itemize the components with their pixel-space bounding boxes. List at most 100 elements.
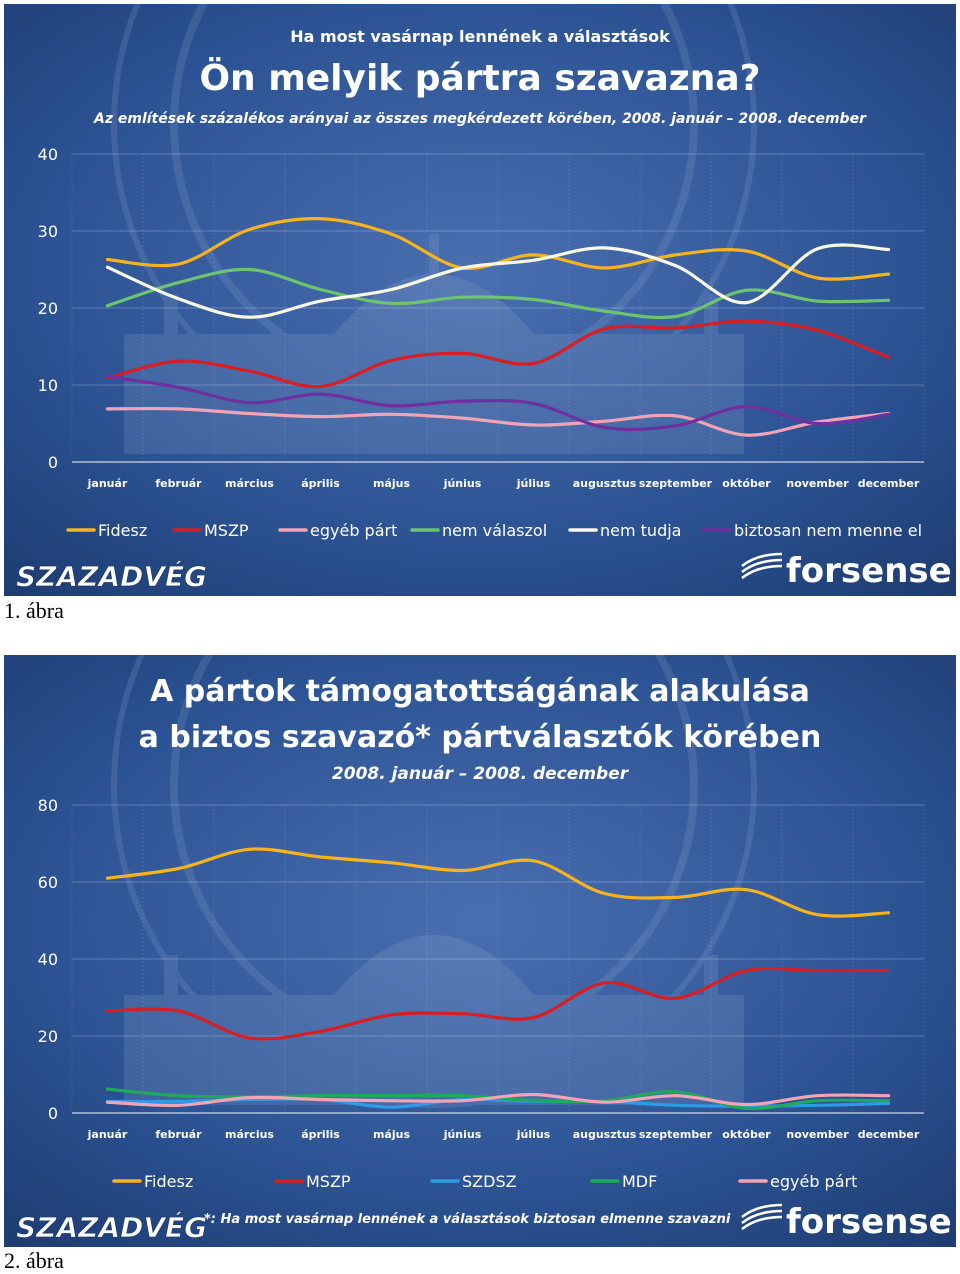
data-point xyxy=(461,1012,464,1016)
series-line-1 xyxy=(105,966,891,1041)
data-point xyxy=(532,298,535,302)
data-point xyxy=(887,1101,890,1105)
data-point xyxy=(106,304,109,308)
y-tick-label: 40 xyxy=(38,950,58,969)
data-point xyxy=(177,1094,180,1098)
data-point xyxy=(674,895,677,899)
data-point xyxy=(177,1103,180,1107)
data-point xyxy=(248,315,251,319)
data-point xyxy=(390,861,393,865)
data-point xyxy=(745,433,748,437)
x-tick-label: október xyxy=(722,1128,771,1141)
data-point xyxy=(603,1100,606,1104)
data-point xyxy=(674,253,677,257)
x-tick-label: április xyxy=(301,477,340,490)
data-point xyxy=(674,1094,677,1098)
data-point xyxy=(674,1103,677,1107)
x-tick-label: június xyxy=(443,477,482,490)
legend-label: SZDSZ xyxy=(462,1172,517,1191)
data-point xyxy=(177,281,180,285)
plot-area-2: 0 20 40 60 80 január február március április máju… xyxy=(38,796,925,1141)
data-point xyxy=(390,288,393,292)
data-point xyxy=(887,298,890,302)
data-point xyxy=(532,253,535,257)
data-point xyxy=(816,1099,819,1103)
data-point xyxy=(177,359,180,363)
data-point xyxy=(532,859,535,863)
data-point xyxy=(106,876,109,880)
x-tick-label: augusztus xyxy=(573,1128,637,1141)
x-tick-label: február xyxy=(155,1128,202,1141)
x-tick-label: november xyxy=(786,477,849,490)
data-point xyxy=(816,276,819,280)
x-tick-label: január xyxy=(87,1128,128,1141)
data-point xyxy=(603,425,606,429)
series-line-4 xyxy=(105,1092,891,1108)
x-tick-label: december xyxy=(858,1128,920,1141)
data-point xyxy=(816,969,819,973)
data-point xyxy=(461,868,464,872)
figure-caption-1: 1. ábra xyxy=(4,598,64,623)
legend-label: MSZP xyxy=(306,1172,351,1191)
y-tick-label: 0 xyxy=(48,453,58,472)
data-point xyxy=(461,416,464,420)
data-point xyxy=(319,385,322,389)
data-point xyxy=(532,1099,535,1103)
x-tick-label: május xyxy=(373,477,410,490)
data-point xyxy=(674,996,677,1000)
data-point xyxy=(461,399,464,403)
data-point xyxy=(887,1099,890,1103)
data-point xyxy=(603,892,606,896)
x-tick-label: június xyxy=(443,1128,482,1141)
data-point xyxy=(745,1103,748,1107)
data-point xyxy=(177,867,180,871)
series-line-1 xyxy=(105,319,891,389)
data-point xyxy=(603,981,606,985)
data-point xyxy=(816,422,819,425)
chart-svg-1: Ha most vasárnap lennének a választások … xyxy=(4,0,956,596)
data-point xyxy=(461,295,464,299)
data-point xyxy=(887,272,890,276)
legend-label: egyéb párt xyxy=(770,1172,857,1191)
chart-subtitle: Az említések százalékos arányai az össze… xyxy=(93,111,867,127)
data-point xyxy=(248,411,251,415)
data-point xyxy=(106,375,109,379)
data-point xyxy=(319,217,322,221)
y-tick-label: 60 xyxy=(38,873,58,892)
data-point xyxy=(461,1099,464,1103)
legend-label: egyéb párt xyxy=(310,521,397,540)
data-point xyxy=(887,969,890,973)
data-point xyxy=(390,1094,393,1098)
data-point xyxy=(745,319,748,323)
chart-title: Ön melyik pártra szavazna? xyxy=(199,57,760,99)
plot-area-1: 0 10 20 30 40 január február március április máju… xyxy=(38,145,925,490)
y-tick-label: 20 xyxy=(38,1027,58,1046)
data-point xyxy=(106,407,109,411)
legend-1: Fidesz MSZP egyéb párt nem válaszol nem tudj… xyxy=(66,521,922,540)
series-line-4 xyxy=(105,243,891,319)
y-tick-label: 30 xyxy=(38,222,58,241)
legend-label: Fidesz xyxy=(144,1172,193,1191)
data-point xyxy=(319,299,322,303)
data-point xyxy=(745,969,748,973)
data-point xyxy=(816,299,819,303)
x-tick-label: szeptember xyxy=(639,1128,713,1141)
data-point xyxy=(816,328,819,332)
data-point xyxy=(390,1105,393,1109)
chart-figure-1: Ha most vasárnap lennének a választások … xyxy=(4,0,956,596)
x-tick-label: március xyxy=(225,477,274,490)
data-point xyxy=(532,423,535,427)
x-tick-label: május xyxy=(373,1128,410,1141)
data-point xyxy=(390,412,393,416)
data-point xyxy=(319,1029,322,1033)
chart-background xyxy=(4,4,956,596)
y-tick-label: 20 xyxy=(38,299,58,318)
szazadveg-logo: SZAZADVÉG xyxy=(16,559,207,593)
data-point xyxy=(390,232,393,236)
data-point xyxy=(106,1087,109,1091)
data-point xyxy=(390,1013,393,1017)
x-tick-label: augusztus xyxy=(573,477,637,490)
chart-svg-2: A pártok támogatottságának alakulása a b… xyxy=(4,462,956,1247)
data-point xyxy=(887,911,890,915)
legend-label: MSZP xyxy=(204,521,249,540)
